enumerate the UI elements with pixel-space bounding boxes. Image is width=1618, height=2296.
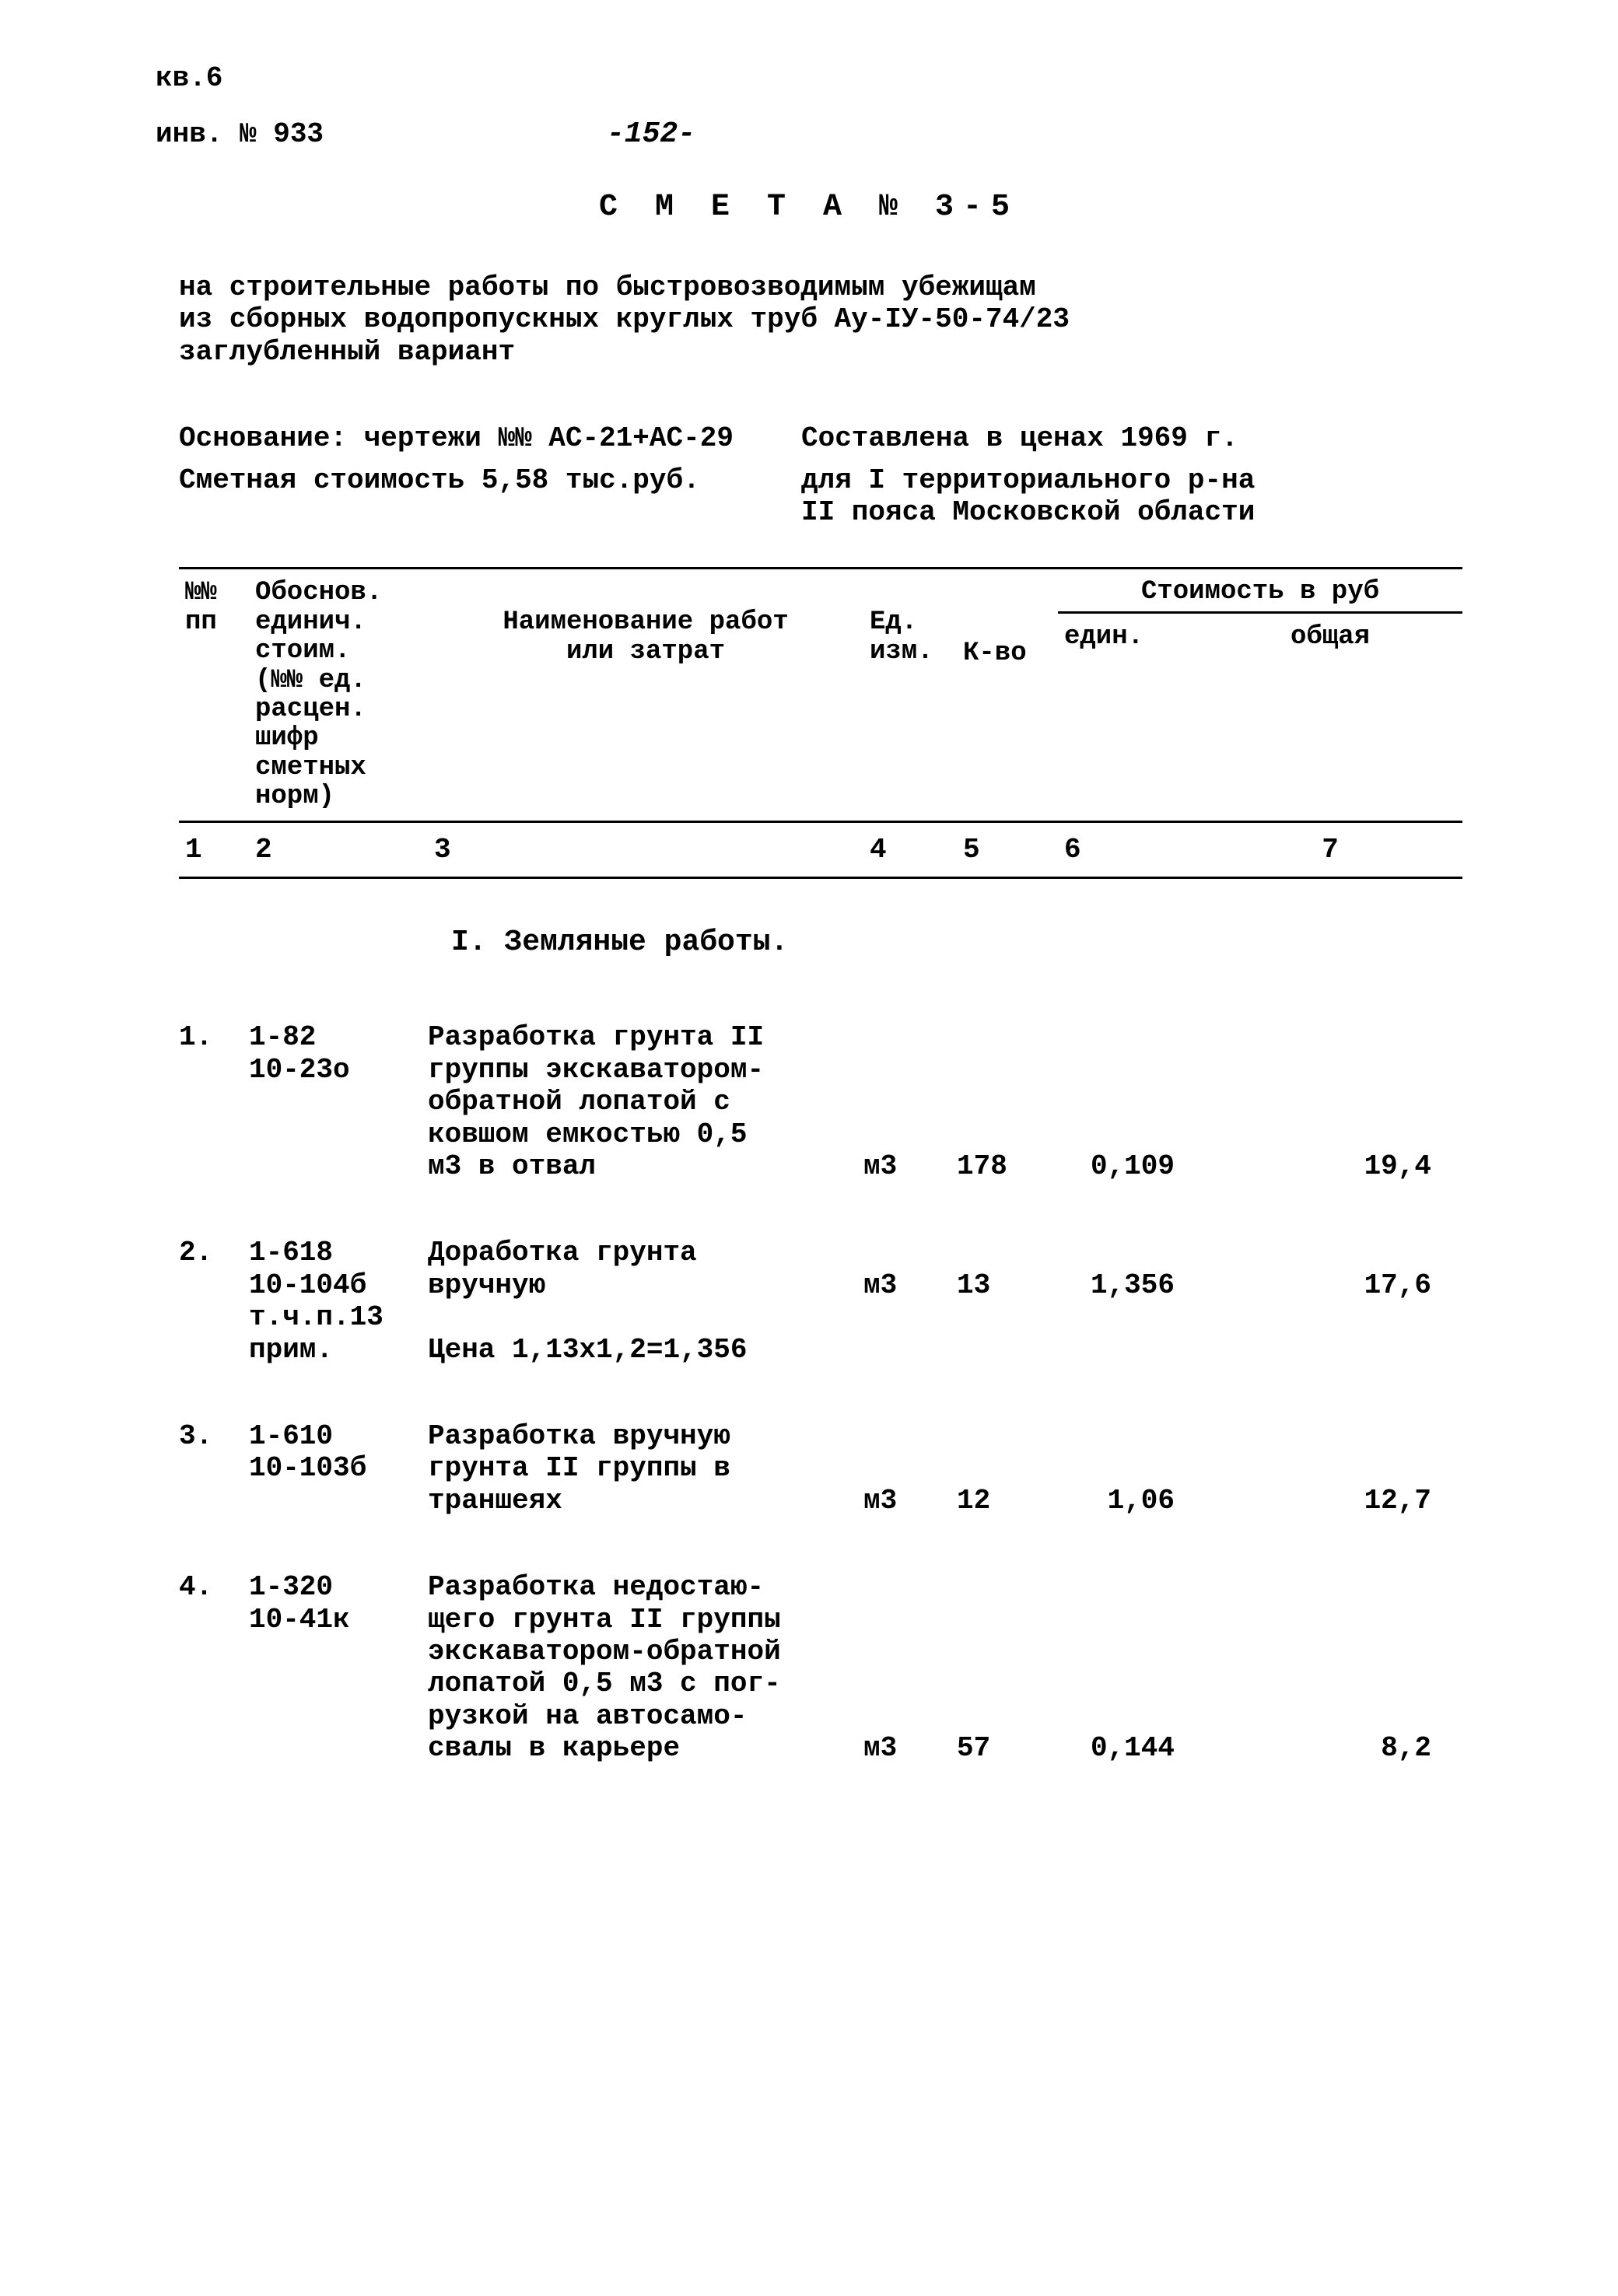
description-block: на строительные работы по быстровозводим… [156, 271, 1462, 368]
col-header-name: Наименование работ или затрат [428, 569, 863, 821]
inventory-number: инв. № 933 [156, 118, 607, 150]
row-name: Разработка недостаю- щего грунта II груп… [428, 1571, 863, 1764]
table-row: 2. 1-618 10-104б т.ч.п.13 прим. Доработк… [156, 1237, 1462, 1366]
col-header-basis: Обоснов. единич. стоим. (№№ ед. расцен. … [249, 569, 428, 821]
row-number: 3. [179, 1420, 249, 1517]
document-title: С М Е Т А № 3-5 [156, 190, 1462, 225]
desc-line-1: на строительные работы по быстровозводим… [179, 271, 1462, 303]
header-row: инв. № 933 -152- [156, 117, 1462, 151]
row-qty: 178 [957, 1021, 1058, 1182]
row-name: Доработка грунта вручную Цена 1,13х1,2=1… [428, 1237, 863, 1366]
row-total: 8,2 [1198, 1571, 1462, 1764]
col-num-7: 7 [1198, 823, 1462, 877]
row-number: 2. [179, 1237, 249, 1366]
col-num-6: 6 [1058, 823, 1198, 877]
estimate-cost: Сметная стоимость 5,58 тыс.руб. [179, 464, 801, 529]
col-header-number: №№ пп [179, 569, 249, 821]
row-unit-cost: 1,06 [1058, 1420, 1198, 1517]
basis-label: Основание: чертежи №№ АС-21+АС-29 [179, 422, 801, 454]
table-row: 1. 1-82 10-23о Разработка грунта II груп… [156, 1021, 1462, 1182]
kv-label: кв.6 [156, 62, 1462, 94]
row-unit: м3 [863, 1420, 957, 1517]
row-qty: 12 [957, 1420, 1058, 1517]
row-name: Разработка вручную грунта II группы в тр… [428, 1420, 863, 1517]
row-qty: 13 [957, 1237, 1058, 1366]
row-name: Разработка грунта II группы экскаватором… [428, 1021, 863, 1182]
page-number: -152- [607, 117, 695, 151]
row-unit-cost: 0,109 [1058, 1021, 1198, 1182]
column-numbers-row: 1 2 3 4 5 6 7 [179, 821, 1462, 879]
col-num-1: 1 [179, 823, 249, 877]
row-total: 12,7 [1198, 1420, 1462, 1517]
row-unit: м3 [863, 1237, 957, 1366]
row-unit-cost: 0,144 [1058, 1571, 1198, 1764]
estimate-table: №№ пп Обоснов. единич. стоим. (№№ ед. ра… [156, 567, 1462, 879]
col-header-cost-title: Стоимость в руб [1058, 569, 1462, 614]
row-basis: 1-618 10-104б т.ч.п.13 прим. [249, 1237, 428, 1366]
table-row: 3. 1-610 10-103б Разработка вручную грун… [156, 1420, 1462, 1517]
col-header-unit-cost: един. [1058, 614, 1198, 821]
row-basis: 1-320 10-41к [249, 1571, 428, 1764]
section-1-title: I. Земляные работы. [451, 926, 1462, 959]
row-unit: м3 [863, 1571, 957, 1764]
row-basis: 1-610 10-103б [249, 1420, 428, 1517]
col-num-5: 5 [957, 823, 1058, 877]
col-header-total-cost: общая [1198, 614, 1462, 821]
col-header-unit: Ед. изм. [863, 569, 957, 821]
info-block: Основание: чертежи №№ АС-21+АС-29 Состав… [156, 422, 1462, 528]
col-header-qty: К-во [957, 569, 1058, 821]
row-unit-cost: 1,356 [1058, 1237, 1198, 1366]
col-num-4: 4 [863, 823, 957, 877]
table-row: 4. 1-320 10-41к Разработка недостаю- щег… [156, 1571, 1462, 1764]
row-basis: 1-82 10-23о [249, 1021, 428, 1182]
row-total: 17,6 [1198, 1237, 1462, 1366]
prices-year: Составлена в ценах 1969 г. [801, 422, 1462, 454]
col-num-3: 3 [428, 823, 863, 877]
col-num-2: 2 [249, 823, 428, 877]
row-total: 19,4 [1198, 1021, 1462, 1182]
desc-line-3: заглубленный вариант [179, 336, 1462, 368]
table-header: №№ пп Обоснов. единич. стоим. (№№ ед. ра… [179, 567, 1462, 821]
desc-line-2: из сборных водопропускных круглых труб А… [179, 303, 1462, 335]
region-label: для I территориального р-на II пояса Мос… [801, 464, 1462, 529]
row-qty: 57 [957, 1571, 1058, 1764]
row-unit: м3 [863, 1021, 957, 1182]
row-number: 1. [179, 1021, 249, 1182]
row-number: 4. [179, 1571, 249, 1764]
